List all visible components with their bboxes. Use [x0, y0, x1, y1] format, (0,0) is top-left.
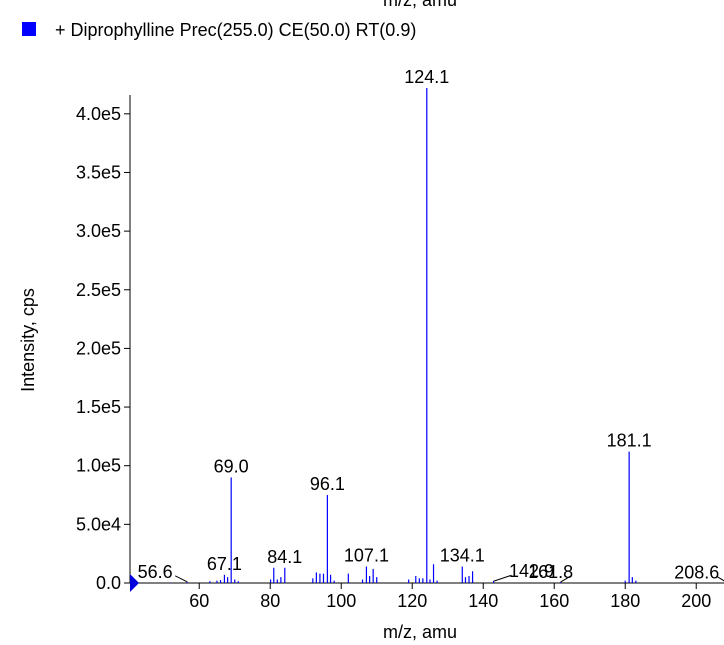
- y-tick-label: 1.0e5: [76, 456, 121, 476]
- y-tick-label: 4.0e5: [76, 104, 121, 124]
- y-tick-label: 3.5e5: [76, 162, 121, 182]
- y-tick-label: 2.0e5: [76, 338, 121, 358]
- peak-label: 107.1: [344, 546, 389, 566]
- y-tick-label: 1.5e5: [76, 397, 121, 417]
- x-tick-label: 140: [468, 591, 498, 611]
- x-tick-label: 180: [610, 591, 640, 611]
- peak-label: 69.0: [214, 456, 249, 476]
- y-tick-label: 3.0e5: [76, 221, 121, 241]
- origin-marker: [130, 574, 139, 592]
- peak-label: 96.1: [310, 474, 345, 494]
- label-leader: [716, 575, 724, 582]
- peak-label: 134.1: [440, 546, 485, 566]
- legend-swatch: [22, 22, 36, 36]
- peak-label: 208.6: [674, 562, 719, 582]
- x-tick-label: 120: [397, 591, 427, 611]
- peak-label: 161.8: [528, 562, 573, 582]
- peak-label: 124.1: [404, 67, 449, 87]
- x-tick-label: 100: [326, 591, 356, 611]
- peak-label: 67.1: [207, 554, 242, 574]
- x-axis-label: m/z, amu: [383, 622, 457, 642]
- peak-label: 84.1: [267, 547, 302, 567]
- y-axis-label: Intensity, cps: [18, 288, 38, 392]
- x-tick-label: 160: [539, 591, 569, 611]
- legend-label: + Diprophylline Prec(255.0) CE(50.0) RT(…: [55, 20, 416, 40]
- y-tick-label: 2.5e5: [76, 280, 121, 300]
- x-tick-label: 200: [681, 591, 711, 611]
- peak-label: 181.1: [607, 431, 652, 451]
- peak-label: 56.6: [138, 562, 173, 582]
- label-leader: [174, 575, 188, 583]
- y-tick-label: 5.0e4: [76, 514, 121, 534]
- label-leader: [493, 574, 512, 582]
- y-tick-label: 0.0: [96, 573, 121, 593]
- header-text: m/z, amu: [383, 0, 457, 10]
- peak-label: 142.9: [509, 561, 554, 581]
- label-leader: [560, 575, 571, 583]
- x-tick-label: 60: [189, 591, 209, 611]
- x-tick-label: 80: [260, 591, 280, 611]
